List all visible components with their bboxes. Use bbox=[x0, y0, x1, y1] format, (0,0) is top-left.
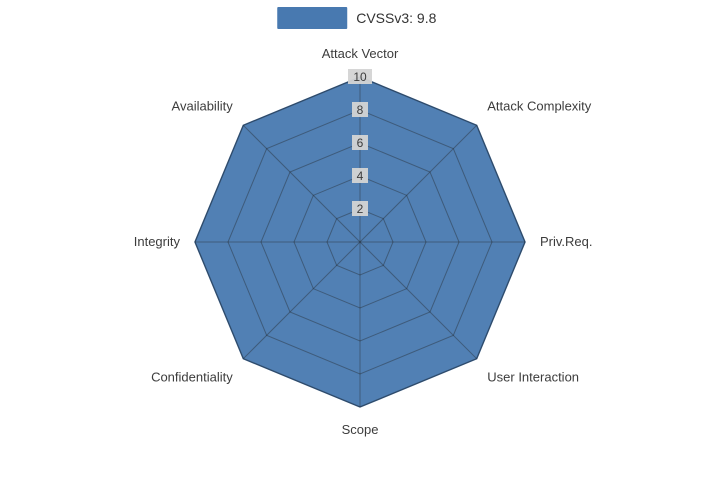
grid-spoke bbox=[359, 124, 478, 243]
axis-label: Availability bbox=[172, 99, 234, 114]
tick-label: 4 bbox=[357, 169, 364, 183]
axis-label: Priv.Req. bbox=[540, 234, 593, 249]
grid-ring bbox=[293, 175, 427, 309]
tick-label-bg bbox=[352, 135, 368, 150]
grid-ring bbox=[194, 76, 526, 408]
grid-spoke bbox=[359, 241, 478, 360]
grid-ring bbox=[227, 109, 493, 375]
axis-label: Attack Vector bbox=[322, 46, 399, 61]
grid-spoke bbox=[242, 124, 361, 243]
tick-label-bg bbox=[352, 102, 368, 117]
tick-label: 8 bbox=[357, 103, 364, 117]
axis-label: Scope bbox=[342, 422, 379, 437]
grid-ring bbox=[260, 142, 460, 342]
tick-label: 10 bbox=[353, 70, 367, 84]
radar-series-polygon[interactable] bbox=[194, 76, 526, 408]
tick-label-bg bbox=[352, 168, 368, 183]
tick-label-bg bbox=[348, 69, 372, 84]
axis-label: Confidentiality bbox=[151, 369, 233, 384]
tick-label-bg bbox=[352, 201, 368, 216]
tick-label: 6 bbox=[357, 136, 364, 150]
grid-ring bbox=[326, 208, 394, 276]
axis-label: User Interaction bbox=[487, 369, 579, 384]
tick-label: 2 bbox=[357, 202, 364, 216]
legend-item-cvss[interactable]: CVSSv3: 9.8 bbox=[277, 7, 436, 29]
axis-label: Integrity bbox=[134, 234, 181, 249]
grid-spoke bbox=[242, 241, 361, 360]
legend-swatch bbox=[277, 7, 348, 29]
axis-label: Attack Complexity bbox=[487, 99, 592, 114]
legend-label: CVSSv3: 9.8 bbox=[356, 10, 437, 26]
